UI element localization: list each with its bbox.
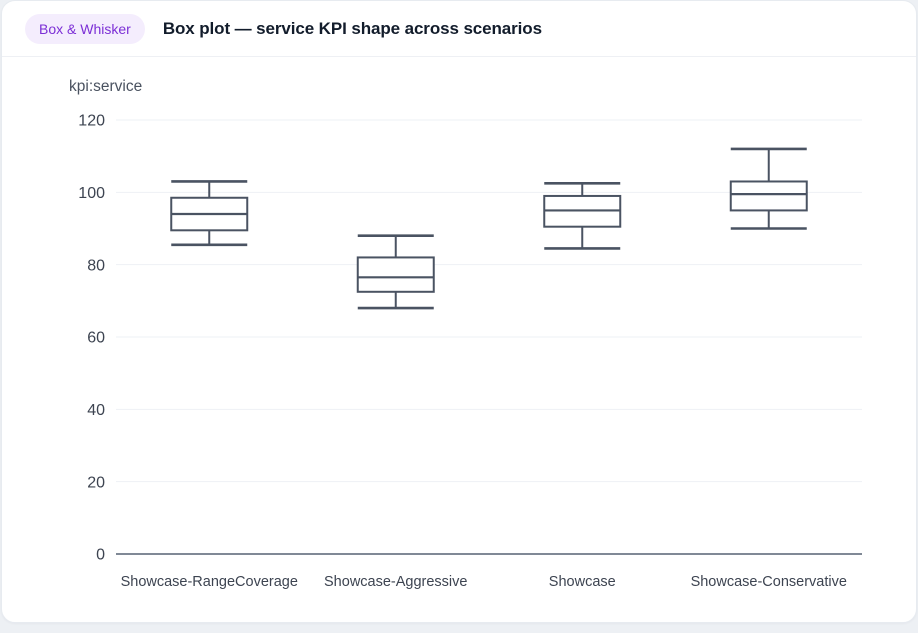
box-group-Showcase-Conservative[interactable] [729,147,808,230]
y-tick-label: 20 [87,474,105,491]
iqr-box [356,256,435,293]
chart-title: Box plot — service KPI shape across scen… [162,19,542,38]
box-group-Showcase[interactable] [543,181,622,250]
y-tick-label: 100 [78,185,105,202]
chart-header: Box & Whisker Box plot — service KPI sha… [2,1,916,57]
x-tick-label: Showcase-Aggressive [324,574,467,590]
box-group-Showcase-RangeCoverage[interactable] [170,180,249,247]
y-tick-label: 80 [87,257,105,274]
y-tick-label: 60 [87,330,105,347]
x-tick-label: Showcase-Conservative [691,574,847,590]
x-tick-labels: Showcase-RangeCoverage Showcase-Aggressiv… [121,574,847,590]
boxes [170,147,808,310]
box-group-Showcase-Aggressive[interactable] [356,234,435,310]
iqr-box [729,180,808,212]
y-tick-label: 120 [78,113,105,130]
y-tick-labels: 0 20 40 60 80 100 120 [78,113,105,564]
x-tick-label: Showcase-RangeCoverage [121,574,298,590]
box-chart-svg: kpi:service 0 20 40 60 80 100 120 Showcase-Ran… [69,78,862,590]
gridlines [116,119,862,483]
y-tick-label: 40 [87,402,105,419]
y-tick-label: 0 [96,547,105,564]
y-axis-title: kpi:service [69,78,142,95]
chart-type-badge: Box & Whisker [25,14,145,44]
chart-body: kpi:service 0 20 40 60 80 100 120 Showcase-Ran… [2,57,916,617]
x-tick-label: Showcase [549,574,616,590]
